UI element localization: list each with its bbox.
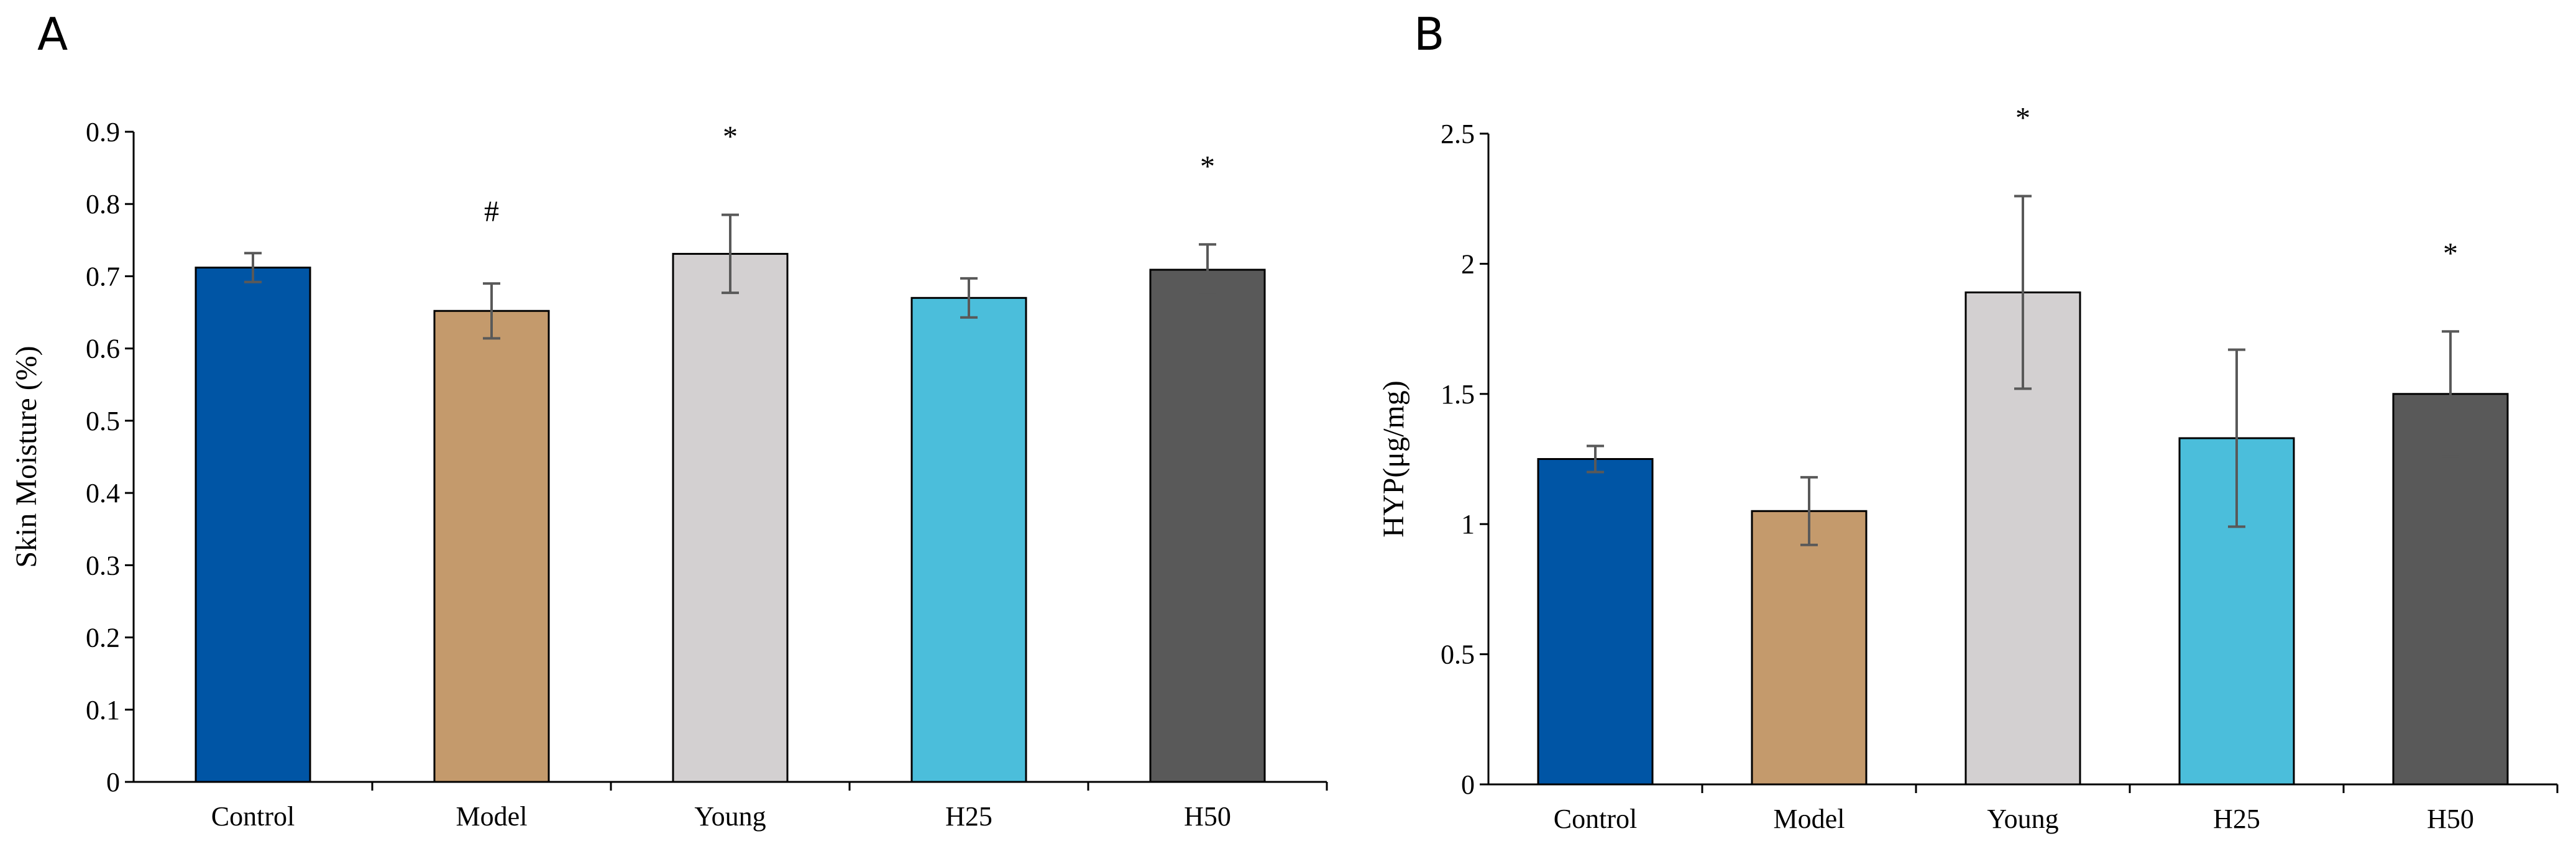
x-tick-label: H25 bbox=[945, 801, 992, 832]
y-tick-label: 2.5 bbox=[1441, 119, 1475, 149]
bar-young bbox=[672, 252, 789, 783]
panel-a-x-tick-labels: Control Model Young H25 H50 bbox=[211, 782, 1328, 832]
significance-star: * bbox=[2015, 102, 2030, 135]
x-tick-label: H25 bbox=[2213, 804, 2260, 834]
panel-a-y-axis-title: Skin Moisture (%) bbox=[10, 346, 43, 567]
y-tick-label: 0.3 bbox=[86, 550, 120, 581]
significance-star: * bbox=[1200, 150, 1215, 183]
y-tick-label: 0.8 bbox=[86, 189, 120, 219]
y-tick-label: 0.2 bbox=[86, 623, 120, 653]
significance-star: * bbox=[723, 121, 738, 154]
panel-b-y-ticks: 0 0.5 1 1.5 2 2.5 bbox=[1441, 119, 1488, 800]
error-bar-control bbox=[1587, 444, 1604, 474]
y-tick-label: 0.7 bbox=[86, 261, 120, 292]
y-tick-label: 1 bbox=[1461, 509, 1475, 539]
x-tick-label: Control bbox=[211, 801, 295, 832]
panel-a-bars bbox=[195, 213, 1266, 783]
x-tick-label: Model bbox=[456, 801, 528, 832]
panel-b-chart: B HYP(μg/mg) 0 0.5 1 1.5 2 2.5 Control Model Yo… bbox=[1377, 8, 2559, 834]
bar-model bbox=[1751, 510, 1868, 786]
error-bar-model bbox=[483, 282, 500, 340]
panel-b-bars bbox=[1537, 195, 2509, 786]
significance-star: * bbox=[2443, 237, 2458, 270]
y-tick-label: 0.5 bbox=[1441, 640, 1475, 670]
panel-b-letter: B bbox=[1414, 8, 1444, 60]
error-bar-young bbox=[722, 213, 739, 295]
y-tick-label: 0 bbox=[106, 767, 120, 797]
panel-b-x-tick-labels: Control Model Young H25 H50 bbox=[1554, 784, 2559, 834]
error-bar-h50 bbox=[2442, 330, 2459, 458]
error-bar-model bbox=[1800, 475, 1818, 546]
x-tick-label: Control bbox=[1554, 804, 1637, 834]
y-tick-label: 0 bbox=[1461, 769, 1475, 800]
bar-model bbox=[433, 310, 550, 783]
bar-h50 bbox=[1149, 269, 1266, 783]
panel-a-chart: A Skin Moisture (%) 00.10.20.30.40.50.60… bbox=[10, 8, 1328, 832]
y-tick-label: 0.5 bbox=[86, 406, 120, 436]
y-tick-label: 0.4 bbox=[86, 478, 120, 508]
bar-control bbox=[1537, 458, 1654, 786]
panel-b-annotations: ** bbox=[2015, 102, 2458, 270]
bar-h25 bbox=[910, 296, 1027, 783]
y-tick-label: 0.9 bbox=[86, 117, 120, 147]
x-tick-label: H50 bbox=[2427, 804, 2474, 834]
x-tick-label: Model bbox=[1774, 804, 1845, 834]
error-bar-h25 bbox=[2228, 348, 2245, 528]
panel-b-y-axis-title: HYP(μg/mg) bbox=[1377, 380, 1410, 537]
significance-hash: # bbox=[484, 195, 499, 228]
bar-h50 bbox=[2392, 393, 2509, 786]
x-tick-label: Young bbox=[1987, 804, 2058, 834]
panel-a-annotations: # * * bbox=[484, 121, 1215, 228]
error-bar-young bbox=[2014, 195, 2032, 390]
panel-a-y-ticks: 0 0.1 0.2 0.3 0.4 0.5 0.6 0.7 0.8 0.9 bbox=[86, 117, 134, 797]
x-tick-label: Young bbox=[694, 801, 766, 832]
y-tick-label: 2 bbox=[1461, 249, 1475, 279]
bar-control bbox=[195, 266, 311, 783]
error-bar-h50 bbox=[1199, 243, 1216, 296]
y-tick-label: 1.5 bbox=[1441, 379, 1475, 410]
error-bar-h25 bbox=[960, 277, 978, 319]
y-tick-label: 0.6 bbox=[86, 334, 120, 364]
y-tick-label: 0.1 bbox=[86, 695, 120, 725]
x-tick-label: H50 bbox=[1184, 801, 1231, 832]
error-bar-control bbox=[244, 252, 262, 283]
panel-a-letter: A bbox=[37, 8, 68, 60]
